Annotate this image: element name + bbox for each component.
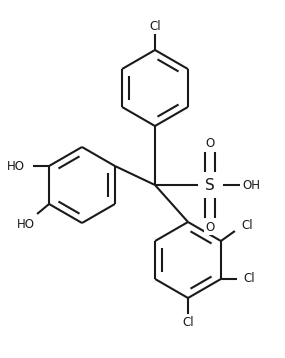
Text: Cl: Cl bbox=[241, 218, 253, 232]
Text: O: O bbox=[205, 221, 215, 233]
Text: OH: OH bbox=[242, 179, 260, 192]
Text: Cl: Cl bbox=[243, 272, 255, 285]
Text: Cl: Cl bbox=[182, 315, 194, 329]
Text: S: S bbox=[205, 178, 215, 193]
Text: O: O bbox=[205, 136, 215, 150]
Text: HO: HO bbox=[7, 160, 25, 173]
Text: HO: HO bbox=[17, 218, 35, 231]
Text: Cl: Cl bbox=[149, 19, 161, 33]
